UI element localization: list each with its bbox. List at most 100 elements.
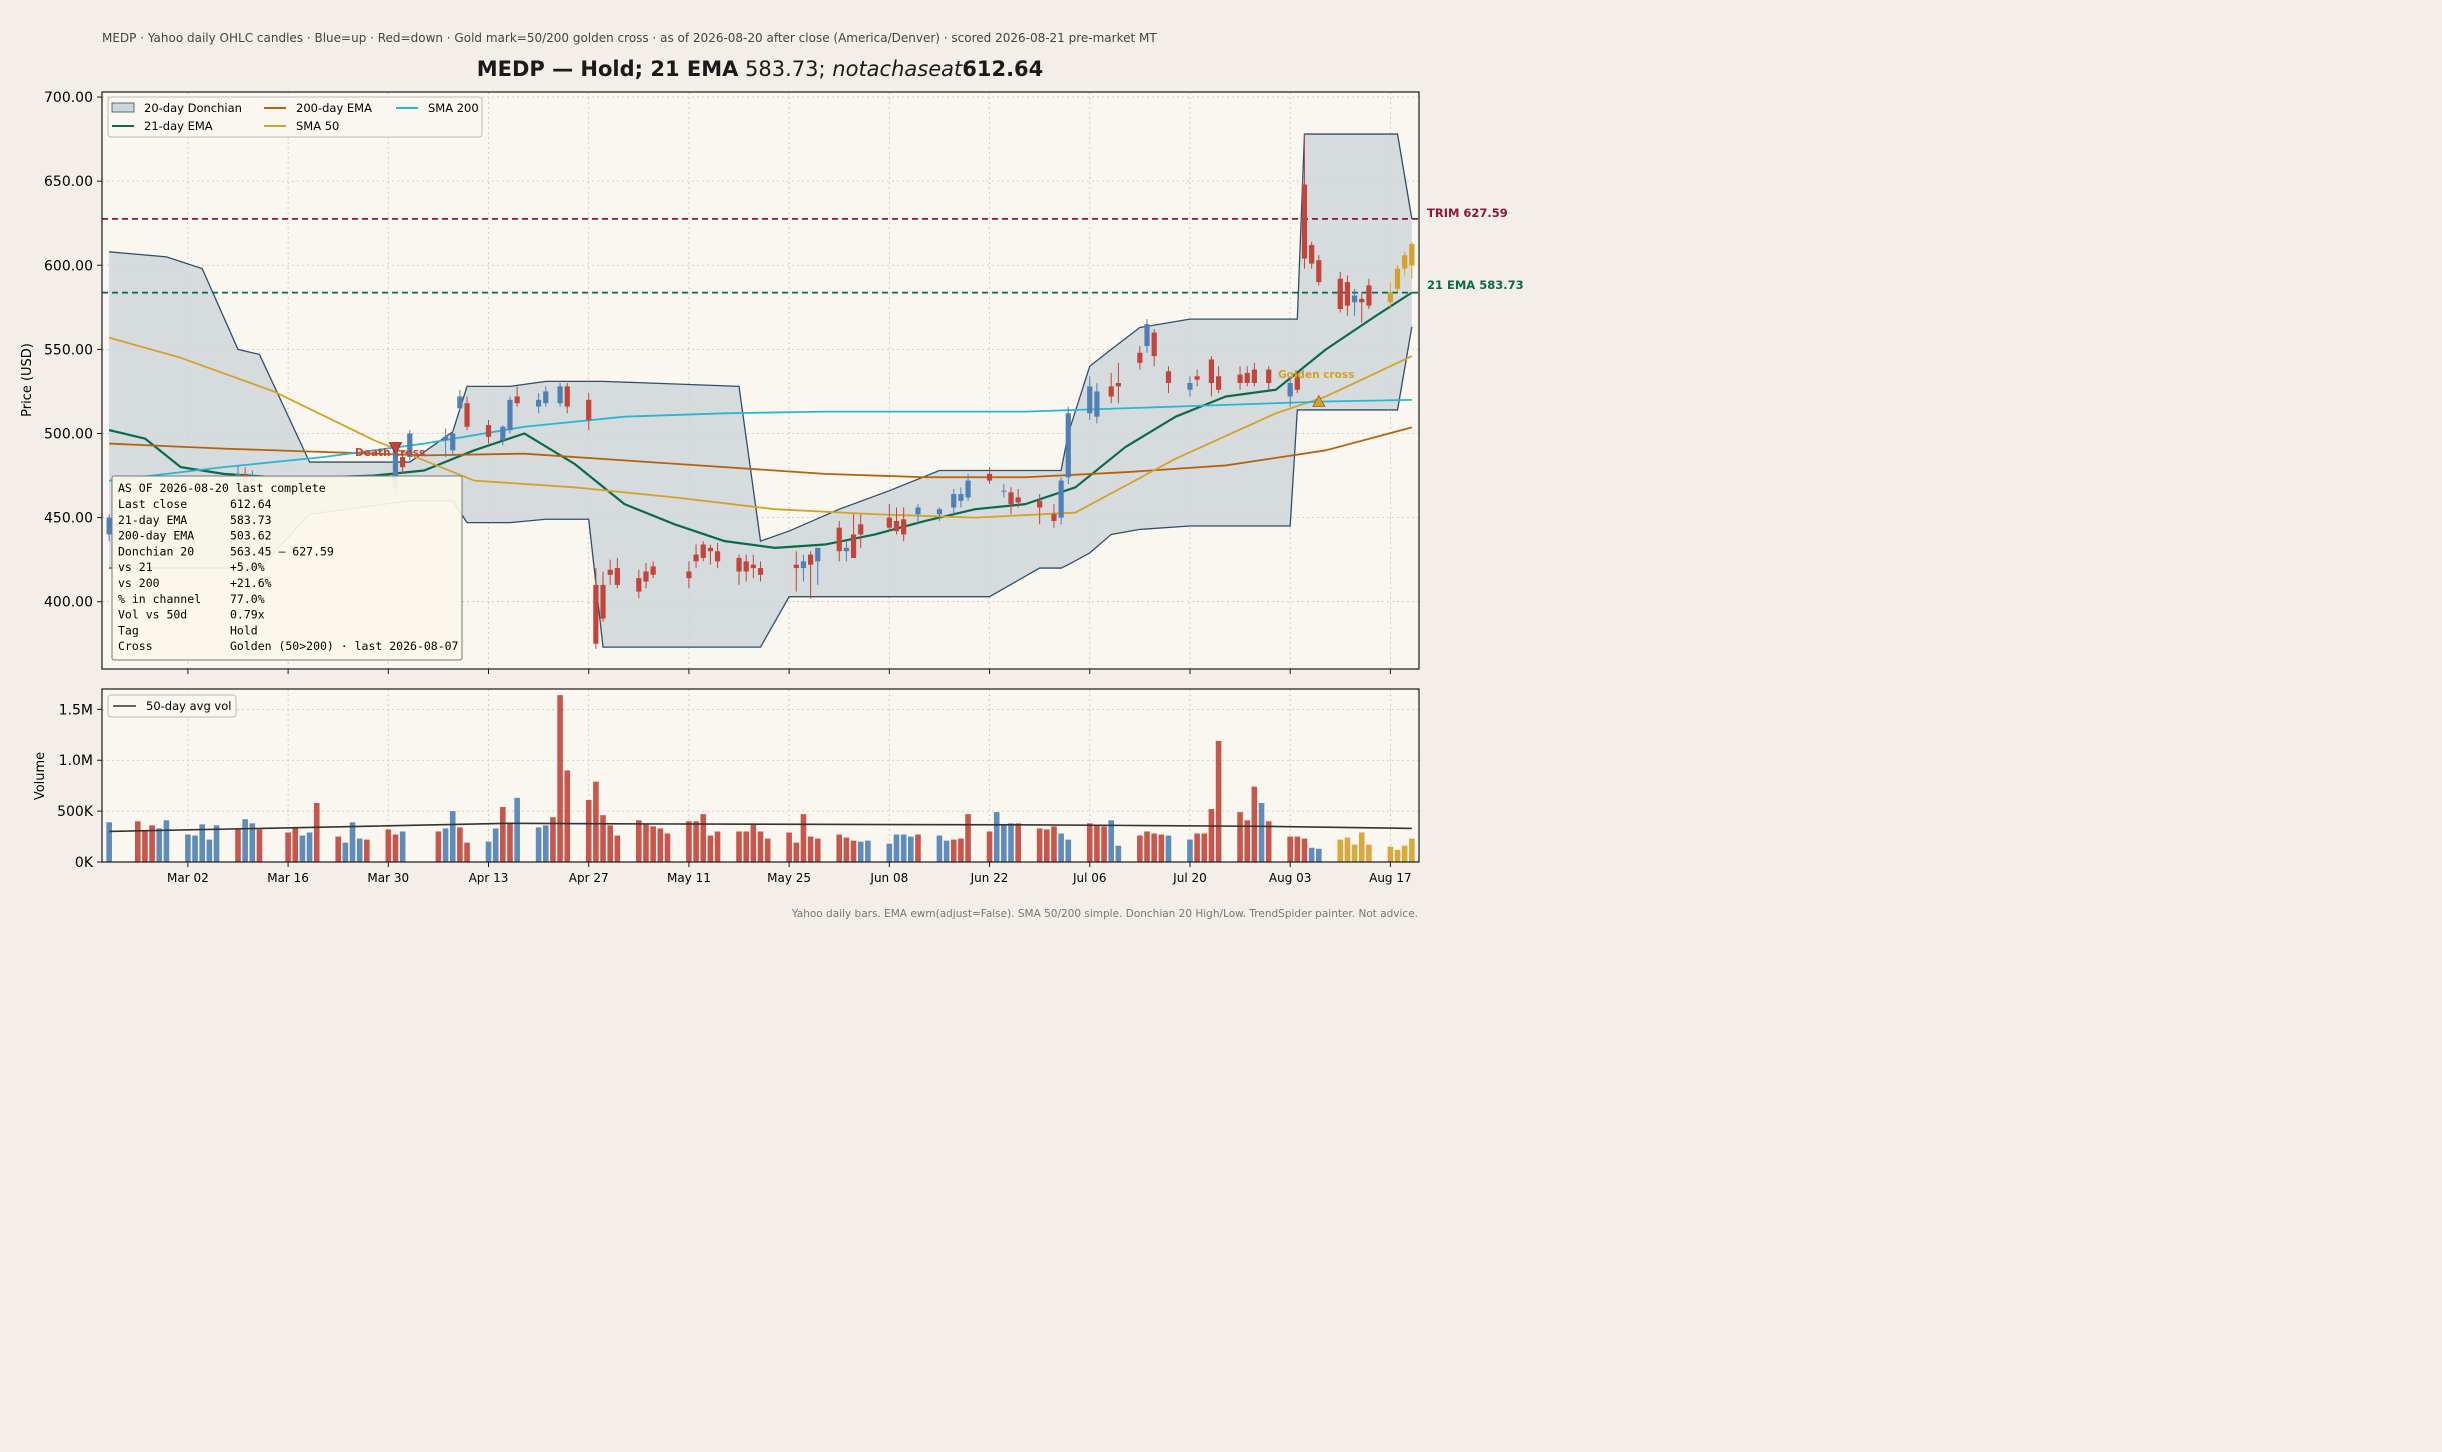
candle-body — [958, 494, 964, 501]
x-tick-label: Jul 06 — [1072, 871, 1107, 885]
volume-bar — [1201, 833, 1208, 862]
volume-bar — [535, 827, 542, 862]
candle-body — [1115, 383, 1121, 387]
candle-body — [407, 433, 413, 458]
volume-bar — [1337, 839, 1344, 862]
price-panel-frame — [101, 91, 1420, 670]
legend-sma200: SMA 200 — [428, 101, 479, 115]
candle-body — [607, 569, 613, 575]
candle-body — [450, 433, 456, 451]
volume-axes: Mar 02 Mar 16 Mar 30 Apr 13 Apr 27 May 11 May … — [57, 702, 1412, 885]
candle-body — [1244, 372, 1250, 384]
volume-bar — [1244, 820, 1251, 862]
candle-body — [1251, 369, 1257, 384]
volume-y-tick-label: 1.0M — [59, 753, 93, 769]
candle-body — [1344, 282, 1351, 306]
volume-bar — [807, 836, 814, 862]
info-row-value: 503.62 — [230, 529, 272, 543]
candle-body — [843, 547, 849, 552]
volume-bar — [142, 831, 148, 862]
candle-body — [743, 561, 749, 572]
volume-bar — [385, 829, 392, 862]
volume-bar — [1251, 786, 1258, 862]
trim-label: TRIM 627.59 — [1427, 206, 1508, 220]
info-row-key: vs 21 — [118, 560, 153, 574]
info-row-value: Golden (50>200) · last 2026-08-07 — [230, 639, 459, 653]
volume-y-label: Volume — [33, 752, 48, 800]
volume-bar — [593, 781, 599, 862]
candle-body — [643, 571, 649, 582]
candle-body — [1409, 244, 1415, 266]
volume-bar — [650, 826, 656, 862]
volume-bar — [1051, 826, 1057, 862]
volume-bar — [793, 842, 800, 862]
info-rows: Last close 612.64 21-day EMA 583.73 200-day … — [118, 497, 459, 653]
volume-bar — [714, 831, 721, 862]
legend-avgvol: 50-day avg vol — [146, 699, 231, 713]
candle-body — [1137, 352, 1143, 363]
volume-bar — [364, 839, 370, 862]
legend-donchian-swatch — [111, 102, 135, 113]
volume-bar — [1158, 834, 1165, 862]
volume-bar — [435, 831, 442, 862]
volume-bar — [986, 831, 993, 862]
volume-bar — [349, 822, 356, 862]
candle-body — [1351, 295, 1358, 303]
volume-bar — [636, 820, 642, 862]
price-axes: 400.00 450.00 500.00 550.00 600.00 650.00 700.… — [44, 90, 1391, 674]
volume-bar — [786, 832, 792, 862]
caption: MEDP · Yahoo daily OHLC candles · Blue=u… — [102, 31, 1157, 45]
volume-bar — [206, 839, 213, 862]
candle-body — [986, 473, 993, 481]
candle-body — [815, 547, 821, 562]
volume-bar — [643, 824, 649, 862]
x-tick-label: May 25 — [767, 871, 811, 885]
candle-body — [915, 507, 921, 515]
volume-legend: 50-day avg vol — [107, 694, 237, 718]
volume-bar — [1401, 845, 1408, 862]
info-row-key: Tag — [118, 623, 139, 637]
title-prefix: MEDP — Hold; 21 EMA — [477, 57, 739, 81]
candle-body — [442, 436, 449, 441]
candle-body — [650, 566, 656, 575]
candle-body — [1394, 268, 1401, 289]
volume-bar — [600, 815, 606, 862]
candle-body — [557, 386, 563, 404]
volume-bar — [900, 834, 907, 862]
volume-bar — [800, 814, 807, 862]
price-y-tick-label: 600.00 — [44, 258, 93, 274]
x-tick-label: Jun 22 — [970, 871, 1009, 885]
candle-body — [836, 527, 842, 552]
volume-bar — [1044, 829, 1050, 862]
title-italic: notachaseat — [832, 57, 963, 81]
volume-bar — [1108, 820, 1115, 862]
volume-bar — [1115, 845, 1122, 862]
volume-bar — [564, 770, 571, 862]
price-y-tick-label: 500.00 — [44, 426, 93, 442]
candle-body — [886, 517, 892, 528]
volume-bar — [306, 832, 313, 862]
volume-bar — [1151, 833, 1157, 862]
candle-body — [1094, 391, 1100, 417]
info-row-key: vs 200 — [118, 576, 160, 590]
candle-body — [965, 480, 971, 498]
volume-bar — [557, 695, 563, 862]
info-row-key: Cross — [118, 639, 153, 653]
sma50-line — [108, 336, 1413, 519]
volume-bar — [664, 833, 671, 862]
price-content — [102, 133, 1419, 649]
volume-bar — [550, 817, 556, 862]
volume-bar — [235, 829, 241, 862]
volume-bar — [399, 831, 406, 862]
candle-body — [793, 564, 799, 569]
candle-body — [1087, 386, 1093, 414]
volume-bar — [836, 834, 843, 862]
candle-body — [1151, 332, 1157, 357]
volume-bar — [1165, 835, 1172, 862]
volume-bar — [1344, 837, 1351, 862]
volume-bar — [693, 821, 699, 862]
volume-bar — [1208, 809, 1215, 862]
figure: MEDP · Yahoo daily OHLC candles · Blue=u… — [20, 31, 1524, 920]
info-row-value: 563.45 – 627.59 — [230, 544, 334, 558]
candle-body — [1015, 497, 1021, 503]
